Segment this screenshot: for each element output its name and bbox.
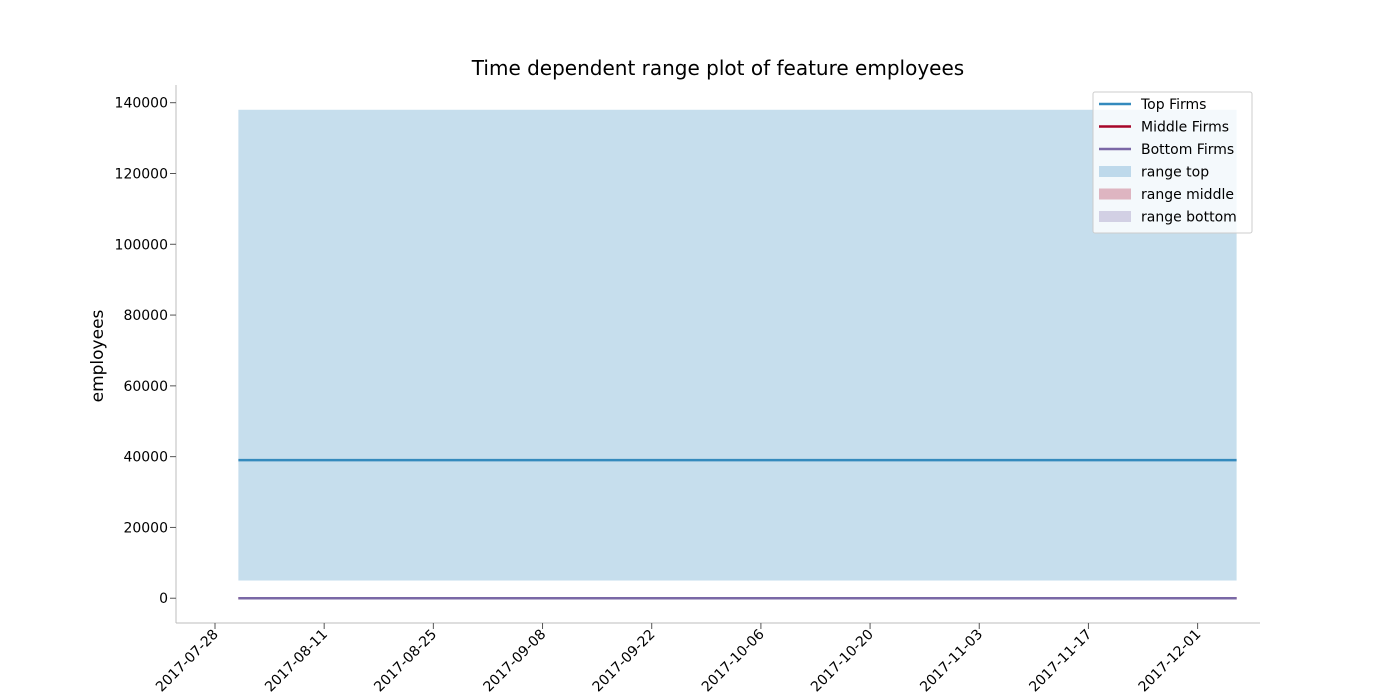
legend-patch-swatch [1099, 188, 1131, 200]
legend-label: range bottom [1141, 210, 1237, 226]
x-tick-label: 2017-10-20 [808, 627, 877, 696]
range-band-1 [238, 109, 1237, 581]
legend-box [1092, 91, 1253, 234]
x-tick-label: 2017-09-08 [481, 627, 550, 696]
legend-label: Bottom Firms [1141, 142, 1234, 158]
x-tick-label: 2017-07-28 [153, 627, 222, 696]
ranges-layer [238, 109, 1237, 581]
x-tick-label: 2017-10-06 [699, 626, 768, 695]
series-layer [238, 458, 1237, 600]
legend-label: Middle Firms [1141, 120, 1229, 136]
legend-patch-swatch [1099, 166, 1131, 177]
y-tick-label: 20000 [123, 520, 168, 536]
x-tick-label: 2017-08-11 [262, 627, 331, 696]
legend: Top Firms Middle Firms Bottom Firms range t… [1092, 91, 1253, 234]
y-tick-label: 100000 [115, 237, 168, 253]
x-tick-label: 2017-12-01 [1136, 627, 1205, 696]
y-tick-label: 140000 [115, 96, 168, 112]
y-tick-label: 60000 [123, 379, 168, 395]
y-tick-label: 120000 [115, 166, 168, 182]
x-tick-label: 2017-08-25 [371, 627, 440, 696]
y-tick-label: 40000 [123, 450, 168, 466]
x-tick-label: 2017-11-17 [1026, 627, 1095, 696]
y-axis-label: employees [88, 309, 108, 402]
x-tick-label: 2017-09-22 [590, 627, 659, 696]
legend-label: range top [1141, 165, 1209, 181]
x-tick-label: 2017-11-03 [917, 627, 986, 696]
y-tick-label: 0 [159, 591, 168, 607]
chart-title: Time dependent range plot of feature emp… [471, 56, 964, 80]
legend-label: Top Firms [1140, 97, 1206, 113]
legend-label: range middle [1141, 187, 1234, 203]
legend-patch-swatch [1099, 211, 1131, 222]
y-tick-label: 80000 [123, 308, 168, 324]
